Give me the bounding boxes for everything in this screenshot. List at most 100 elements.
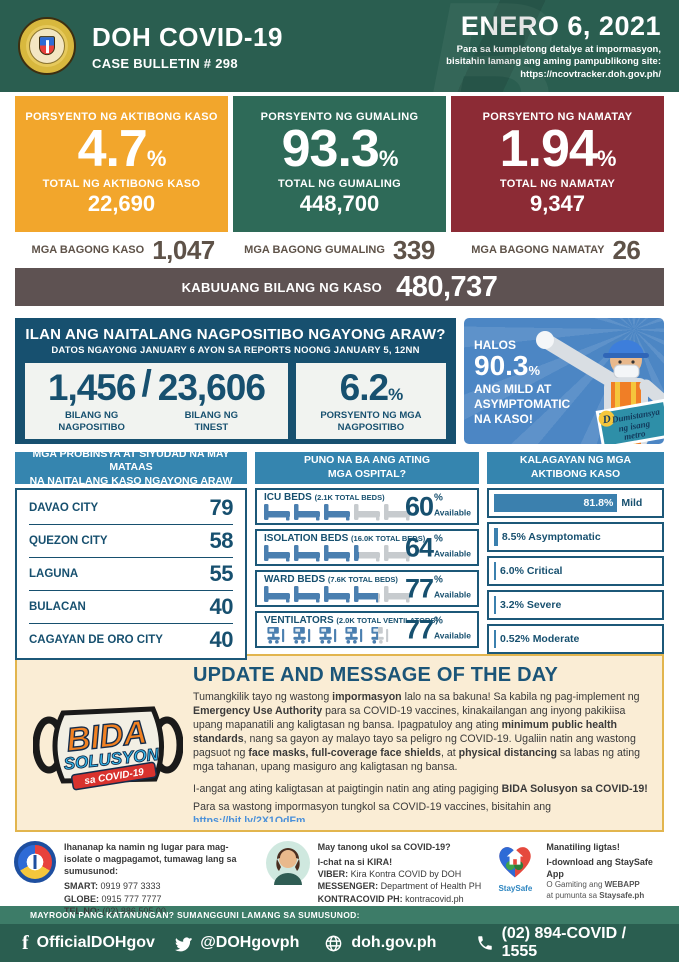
hospital-capacity-row: ICU BEDS (2.1K TOTAL BEDS) 60% Available	[255, 488, 479, 525]
question-strip: MAYROON PANG KATANUNGAN? SUMANGGUNI LAMA…	[0, 906, 679, 924]
header: B DOH COVID-19 CASE BULLETIN # 298 ENERO…	[0, 0, 679, 92]
condition-row: 3.2% Severe	[487, 590, 664, 620]
province-row: LAGUNA 55	[29, 558, 234, 591]
positivity-panel: ILAN ANG NAITALANG NAGPOSITIBO NGAYONG A…	[15, 318, 456, 444]
stat-card-active: PORSYENTO NG AKTIBONG KASO 4.7% TOTAL NG…	[15, 96, 228, 232]
province-row: BULACAN 40	[29, 591, 234, 624]
page-title: DOH COVID-19	[92, 21, 283, 52]
condition-bar	[494, 596, 496, 614]
bed-icon-strip	[264, 586, 412, 603]
province-row: QUEZON CITY 58	[29, 525, 234, 558]
footer-line: SMART: 0919 977 3333	[64, 881, 161, 892]
facebook-icon: f	[22, 931, 29, 954]
conditions-list: 81.8% Mild 8.5% Asymptomatic 6.0% Critical 3…	[487, 488, 664, 654]
hospitals-title: PUNO NA BA ANG ATING MGA OSPITAL?	[255, 452, 479, 484]
new-deaths: MGA BAGONG NAMATAY 26	[471, 234, 641, 265]
stat-percent: 4.7%	[77, 120, 167, 178]
ventilator-icon-strip	[264, 627, 412, 644]
condition-row: 6.0% Critical	[487, 556, 664, 586]
stat-card-deaths: PORSYENTO NG NAMATAY 1.94% TOTAL NG NAMA…	[451, 96, 664, 232]
hotline-number[interactable]: (02) 894-COVID / 1555	[476, 925, 657, 961]
vaccine-info-link[interactable]: https://bit.ly/2X1OdFm	[193, 814, 306, 822]
stat-total-value: 9,347	[529, 191, 586, 217]
hospital-capacity-row: VENTILATORS (2.0K TOTAL VENTILATORS) 77% A…	[255, 611, 479, 648]
positivity-title: ILAN ANG NAITALANG NAGPOSITIBO NGAYONG A…	[25, 326, 446, 343]
availability-percent: 77% Available	[404, 573, 471, 603]
footer-line: May tanong ukol sa COVID-19?	[317, 842, 451, 852]
update-paragraph-3: Para sa wastong impormasyon tungkol sa C…	[193, 801, 650, 822]
positivity-rate-box: 6.2% PORSYENTO NG MGA NAGPOSITIBO	[295, 363, 446, 439]
stat-total-value: 22,690	[87, 191, 156, 217]
phone-icon	[476, 934, 494, 952]
update-section: BIDA SOLUSYON sa COVID-19 UPDATE AND MES…	[15, 654, 664, 832]
stat-total-label: TOTAL NG AKTIBONG KASO	[42, 178, 201, 191]
footer-line: VIBER: Kira Kontra COVID by DOH	[317, 869, 462, 880]
bed-icon-strip	[264, 504, 412, 521]
one-hospital-command-icon	[14, 841, 56, 883]
footer-line: I-download ang StaySafe App	[546, 857, 653, 880]
hospital-capacity-row: ISOLATION BEDS (16.0K TOTAL BEDS) 64% Avai…	[255, 529, 479, 566]
update-title: UPDATE AND MESSAGE OF THE DAY	[193, 664, 559, 686]
stat-percent: 93.3%	[281, 120, 399, 178]
footer-line: Ihananap ka namin ng lugar para mag-isol…	[64, 842, 237, 877]
mild-percent: 90.3%	[474, 350, 541, 381]
condition-row: 81.8% Mild	[487, 488, 664, 518]
province-row: CAGAYAN DE ORO CITY 40	[29, 627, 234, 652]
kira-chatbot-lines: May tanong ukol sa COVID-19? I-chat na si…	[318, 841, 482, 905]
cumulative-strip: KABUUANG BILANG NG KASO 480,737	[15, 268, 664, 306]
isolation-hotline-group: Ihananap ka namin ng lugar para mag-isol…	[14, 841, 256, 917]
footer-line: I-chat na si KIRA!	[317, 857, 393, 868]
staysafe-group: StaySafe Manatiling ligtas! I-download an…	[492, 841, 665, 902]
worker-illustration: D Dumistansya ng isang metro	[536, 331, 664, 444]
update-paragraph-2: I-angat ang ating kaligtasan at paigting…	[193, 782, 648, 795]
stat-total-label: TOTAL NG GUMALING	[277, 178, 402, 191]
detail-columns: MGA PROBINSYA AT SIYUDAD NA MAY MATAAS N…	[15, 448, 664, 660]
bed-icon-strip	[264, 545, 412, 562]
bulletin-date: ENERO 6, 2021	[446, 11, 661, 42]
condition-bar	[494, 630, 496, 648]
bida-logo: BIDA SOLUSYON sa COVID-19	[29, 664, 187, 822]
website-link[interactable]: doh.gov.ph	[324, 934, 475, 953]
availability-percent: 64% Available	[404, 532, 471, 562]
provinces-title: MGA PROBINSYA AT SIYUDAD NA MAY MATAAS N…	[15, 448, 247, 487]
availability-percent: 77% Available	[404, 614, 471, 644]
footer-line: Manatiling ligtas!	[546, 842, 620, 852]
twitter-handle[interactable]: @DOHgovph	[173, 934, 324, 953]
update-paragraph-1: Tumangkilik tayo ng wastong impormasyon …	[193, 691, 640, 773]
isolation-hotline-lines: Ihananap ka namin ng lugar para mag-isol…	[64, 841, 256, 917]
footer-line: MESSENGER: Department of Health PH	[317, 881, 482, 892]
footer: Ihananap ka namin ng lugar para mag-isol…	[0, 832, 679, 916]
staysafe-logo: StaySafe	[492, 841, 538, 893]
stat-label: PORSYENTO NG NAMATAY	[482, 111, 633, 123]
new-recoveries: MGA BAGONG GUMALING 339	[244, 234, 435, 265]
svg-text:D: D	[601, 413, 612, 426]
twitter-icon	[173, 934, 193, 953]
bulletin-number: CASE BULLETIN # 298	[92, 55, 238, 71]
footer-line: O Gamiting ang WEBAPP	[546, 880, 640, 890]
conditions-title: KALAGAYAN NG MGA AKTIBONG KASO	[487, 452, 664, 484]
hospital-capacity-row: WARD BEDS (7.6K TOTAL BEDS) 77% Available	[255, 570, 479, 607]
globe-icon	[324, 934, 343, 953]
positivity-counts-box: 1,456 BILANG NG NAGPOSITIBO / 23,606 BIL…	[25, 363, 288, 439]
condition-row: 8.5% Asymptomatic	[487, 522, 664, 552]
stat-percent: 1.94%	[499, 120, 617, 178]
facebook-handle[interactable]: f OfficialDOHgov	[22, 931, 155, 954]
cumulative-label: KABUUANG BILANG NG KASO	[181, 279, 383, 295]
slash-separator: /	[141, 363, 152, 404]
condition-bar: 81.8%	[494, 494, 618, 512]
tracker-site-note[interactable]: Para sa kumpletong detalye at impormasyo…	[446, 44, 661, 80]
summary-cards: PORSYENTO NG AKTIBONG KASO 4.7% TOTAL NG…	[0, 92, 679, 232]
stat-label: PORSYENTO NG GUMALING	[260, 111, 419, 123]
svg-text:metro: metro	[623, 428, 646, 442]
stat-card-recovered: PORSYENTO NG GUMALING 93.3% TOTAL NG GUM…	[233, 96, 446, 232]
kira-chatbot-group: May tanong ukol sa COVID-19? I-chat na si…	[265, 841, 483, 905]
availability-percent: 60% Available	[404, 491, 471, 521]
provinces-list: DAVAO CITY 79 QUEZON CITY 58 LAGUNA 55 BULACAN…	[15, 488, 247, 660]
positivity-subtitle: DATOS NGAYONG JANUARY 6 AYON SA REPORTS …	[51, 345, 420, 356]
tested-count: 23,606	[157, 366, 266, 408]
stat-total-label: TOTAL NG NAMATAY	[499, 178, 616, 191]
new-cases: MGA BAGONG KASO 1,047	[31, 234, 216, 265]
mild-cases-card: HALOS 90.3% ANG MILD AT ASYMPTOMATIC NA …	[464, 318, 664, 444]
positivity-rate: 6.2%	[339, 366, 404, 408]
hospitals-list: ICU BEDS (2.1K TOTAL BEDS) 60% Available IS…	[255, 488, 479, 648]
